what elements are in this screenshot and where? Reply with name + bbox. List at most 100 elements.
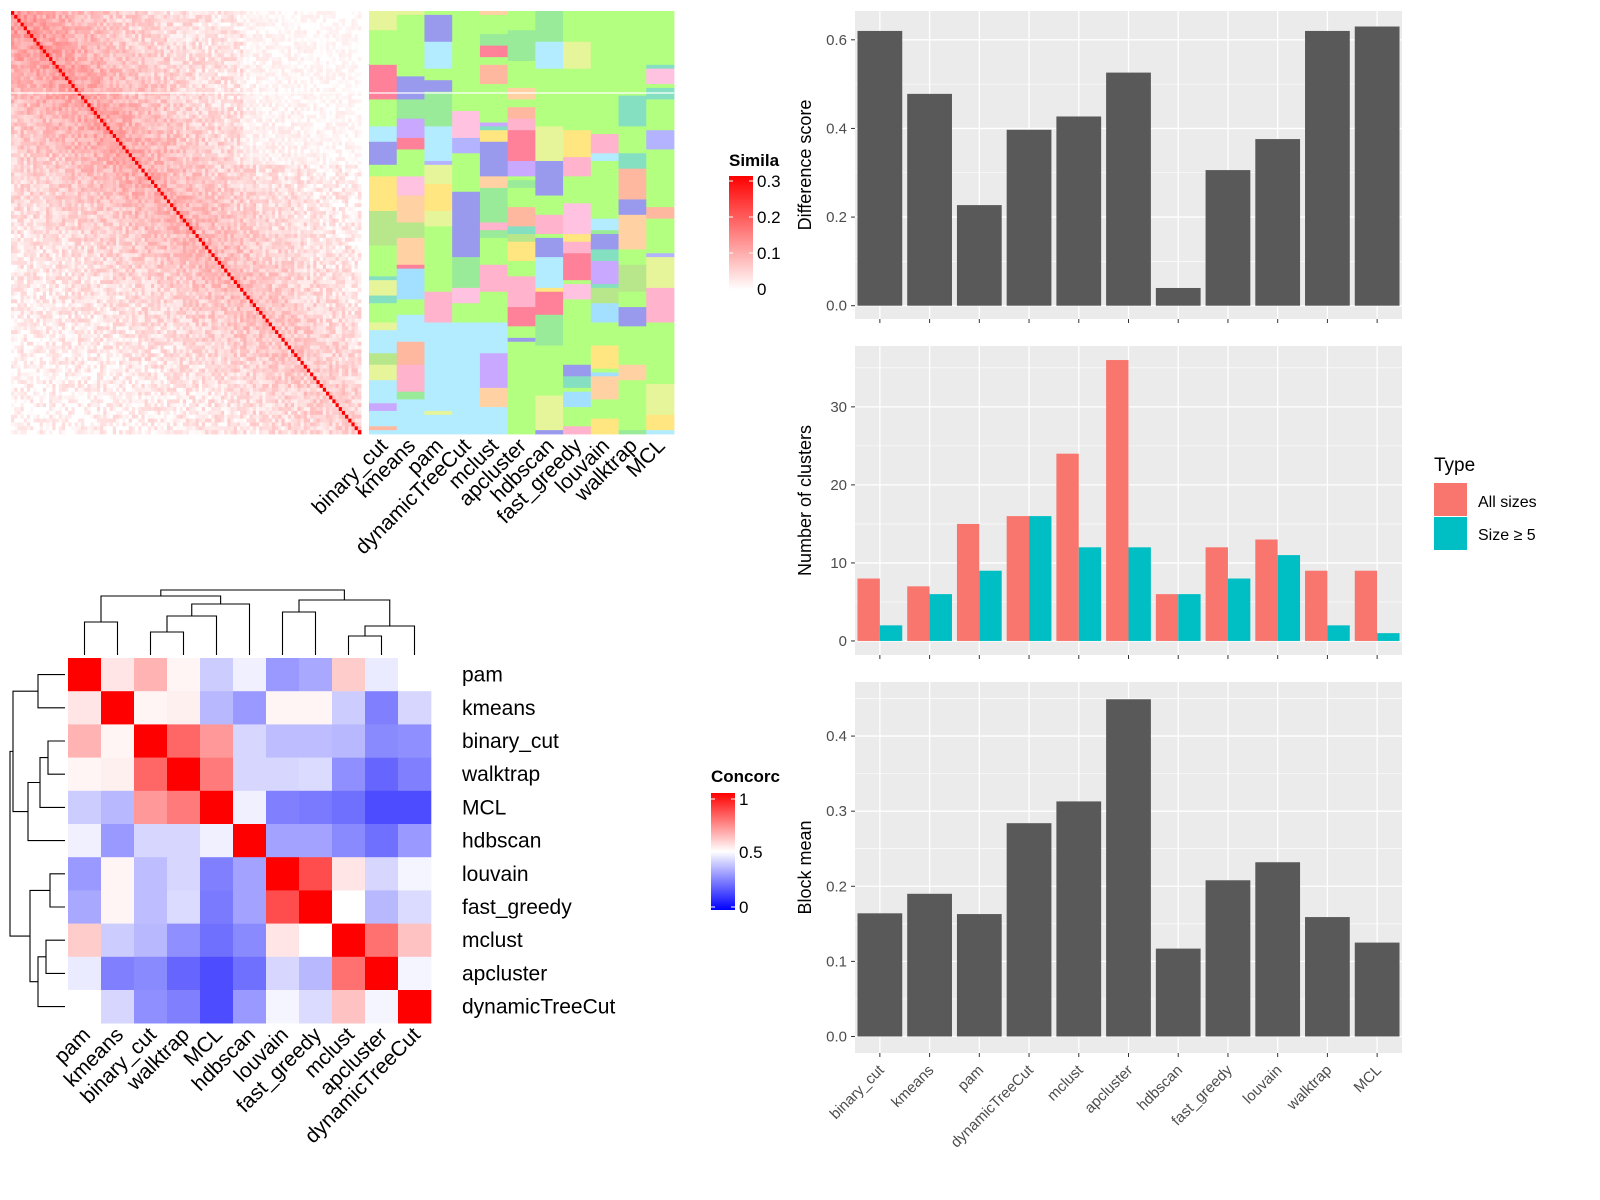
similarity-cell xyxy=(90,60,95,66)
similarity-cell xyxy=(26,80,31,85)
similarity-cell xyxy=(14,126,18,131)
similarity-cell xyxy=(252,157,257,162)
similarity-cell xyxy=(151,84,155,89)
similarity-cell xyxy=(201,118,206,123)
similarity-cell xyxy=(84,57,88,62)
similarity-cell xyxy=(36,134,41,139)
similarity-cell xyxy=(90,18,95,23)
similarity-cell xyxy=(354,164,359,170)
similarity-cell xyxy=(116,103,120,108)
similarity-cell xyxy=(182,180,187,185)
similarity-cell xyxy=(23,80,28,85)
similarity-cell xyxy=(211,53,216,58)
similarity-cell xyxy=(252,14,257,20)
similarity-cell xyxy=(131,153,136,158)
similarity-cell xyxy=(135,72,139,77)
similarity-cell xyxy=(306,110,311,116)
similarity-cell xyxy=(195,145,200,150)
similarity-cell xyxy=(109,26,114,31)
similarity-cell xyxy=(77,26,82,31)
similarity-cell xyxy=(243,87,247,93)
similarity-cell xyxy=(227,126,231,131)
similarity-cell xyxy=(205,14,209,20)
similarity-cell xyxy=(189,49,193,54)
similarity-cell xyxy=(122,37,126,43)
similarity-cell xyxy=(116,157,120,162)
similarity-cell xyxy=(287,122,292,127)
similarity-cell xyxy=(205,103,209,108)
similarity-cell xyxy=(14,176,18,181)
similarity-cell xyxy=(240,84,244,89)
similarity-cell xyxy=(341,57,346,62)
similarity-cell xyxy=(77,30,82,35)
similarity-cell xyxy=(122,126,126,131)
similarity-cell xyxy=(109,110,114,116)
similarity-cell xyxy=(230,95,235,100)
similarity-cell xyxy=(151,114,155,120)
similarity-cell xyxy=(316,103,321,108)
similarity-cell xyxy=(52,184,56,189)
similarity-cell xyxy=(233,72,238,77)
similarity-cell xyxy=(157,137,161,143)
similarity-cell xyxy=(259,22,263,27)
similarity-cell xyxy=(166,141,171,146)
similarity-cell xyxy=(93,95,98,100)
similarity-cell xyxy=(122,60,126,66)
similarity-cell xyxy=(227,72,231,77)
similarity-cell xyxy=(90,149,95,154)
similarity-cell xyxy=(291,126,295,131)
similarity-cell xyxy=(170,53,174,58)
similarity-cell xyxy=(135,130,139,135)
similarity-cell xyxy=(14,122,18,127)
similarity-cell xyxy=(182,172,187,177)
similarity-cell xyxy=(46,34,50,39)
similarity-cell xyxy=(319,41,324,47)
similarity-cell xyxy=(36,145,41,150)
similarity-cell xyxy=(186,37,190,43)
similarity-cell xyxy=(306,126,311,131)
similarity-cell xyxy=(192,126,196,131)
similarity-cell xyxy=(240,172,244,177)
similarity-cell xyxy=(211,172,216,177)
similarity-cell xyxy=(306,72,311,77)
similarity-cell xyxy=(332,157,336,162)
similarity-cell xyxy=(326,91,330,96)
similarity-cell xyxy=(125,126,130,131)
similarity-cell xyxy=(351,53,356,58)
similarity-cell xyxy=(100,145,104,150)
similarity-cell xyxy=(265,99,270,104)
similarity-cell xyxy=(131,145,136,150)
similarity-cell xyxy=(265,45,270,50)
similarity-cell xyxy=(208,22,212,27)
similarity-cell xyxy=(116,72,120,77)
similarity-cell xyxy=(287,180,292,185)
similarity-cell xyxy=(217,14,222,20)
similarity-cell xyxy=(176,137,181,143)
similarity-cell xyxy=(265,160,270,166)
similarity-cell xyxy=(354,137,359,143)
similarity-cell xyxy=(173,41,177,47)
similarity-cell xyxy=(259,14,263,20)
similarity-cell xyxy=(55,172,60,177)
similarity-cell xyxy=(316,30,321,35)
similarity-cell xyxy=(354,87,359,93)
similarity-cell xyxy=(249,126,254,131)
similarity-cell xyxy=(319,72,324,77)
similarity-cell xyxy=(310,164,314,170)
similarity-cell xyxy=(26,37,31,43)
similarity-cell xyxy=(81,72,85,77)
similarity-cell xyxy=(189,134,193,139)
similarity-cell xyxy=(326,22,330,27)
similarity-cell xyxy=(198,99,203,104)
similarity-cell xyxy=(227,49,231,54)
similarity-cell xyxy=(170,26,174,31)
similarity-cell xyxy=(287,118,292,123)
similarity-cell xyxy=(65,126,69,131)
similarity-cell xyxy=(46,145,50,150)
similarity-cell xyxy=(354,95,359,100)
similarity-cell xyxy=(341,110,346,116)
similarity-cell xyxy=(316,118,321,123)
similarity-cell xyxy=(240,76,244,81)
similarity-cell xyxy=(125,114,130,120)
similarity-cell xyxy=(221,22,225,27)
